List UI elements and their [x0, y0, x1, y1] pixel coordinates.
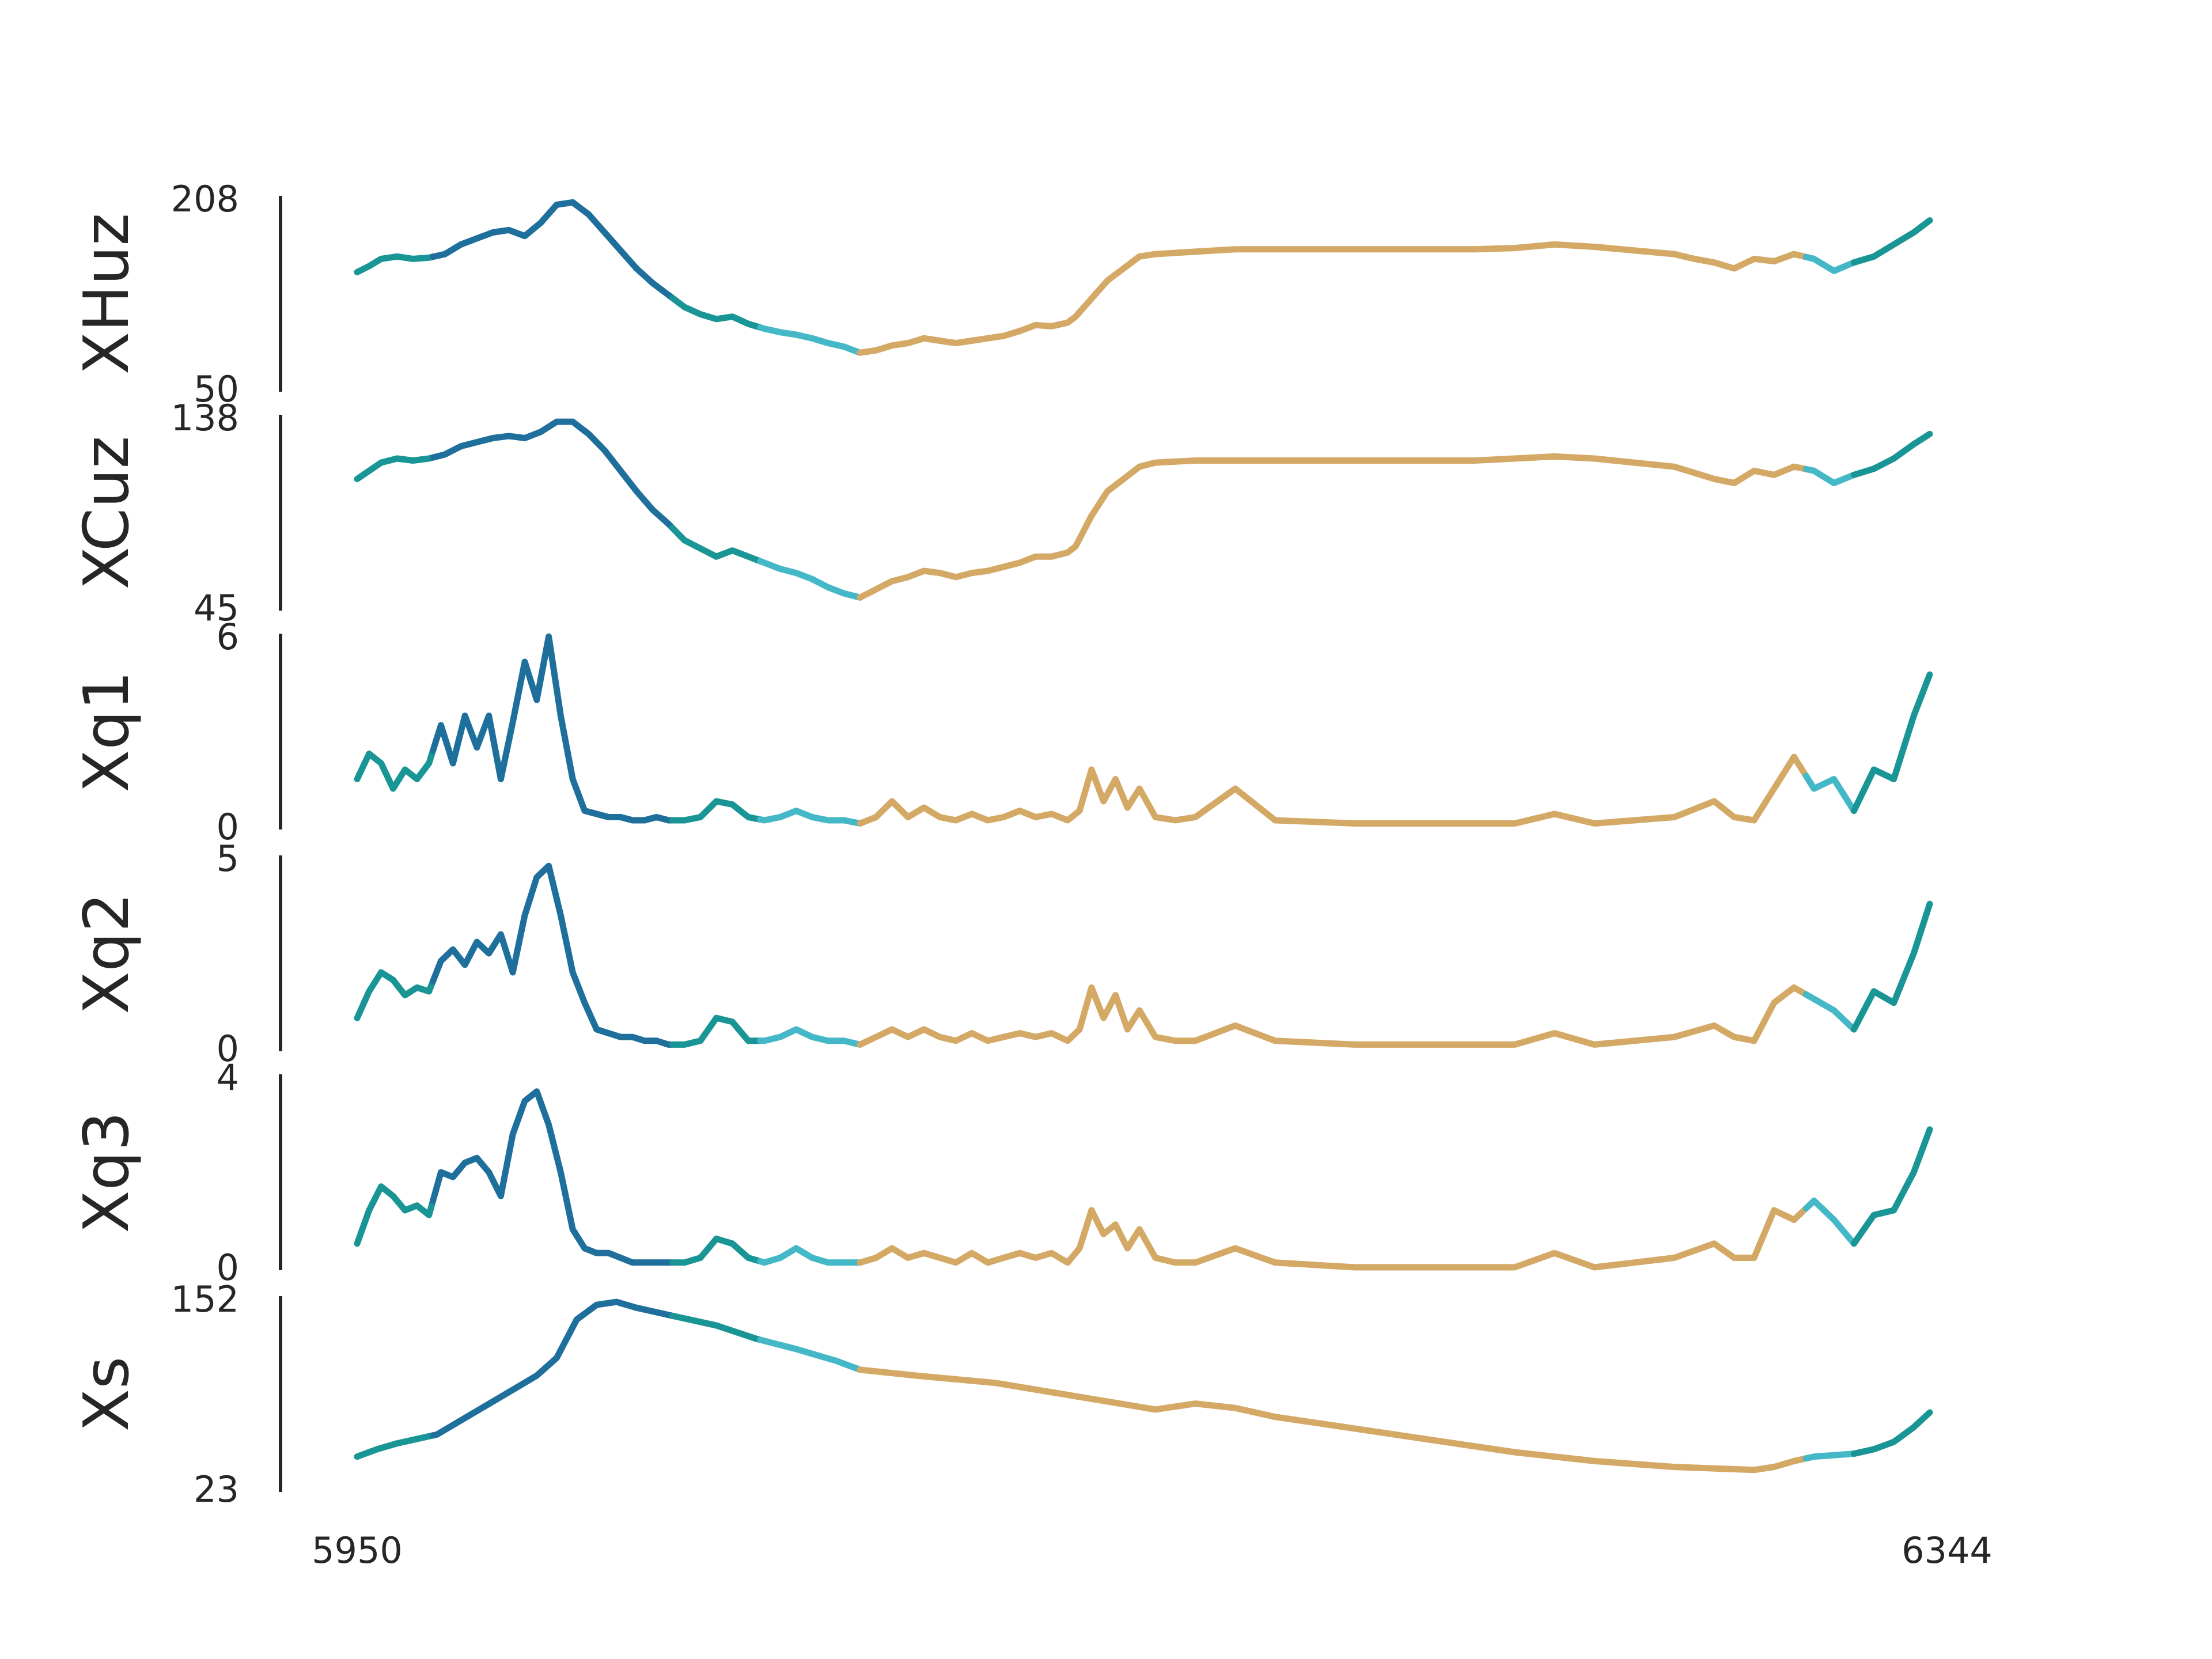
series-line-segment [1802, 1450, 1857, 1462]
series-line-segment [757, 1336, 863, 1373]
series-line-segment [354, 1432, 437, 1460]
y-tick-label-max: 208 [171, 178, 239, 220]
y-axis-label: Xq2 [71, 892, 143, 1014]
series-line-segment [1802, 772, 1857, 814]
series-line-segment [1802, 465, 1857, 486]
series-line-segment [1850, 217, 1933, 266]
series-line-segment [430, 418, 676, 532]
y-tick-label-max: 4 [217, 1056, 239, 1099]
series-line-segment [1850, 1409, 1933, 1457]
y-tick-label-min: 0 [217, 806, 239, 848]
panel-xq3: 4 0 Xq3 [71, 1056, 1933, 1289]
series-line-segment [1802, 991, 1857, 1033]
y-tick-label-max: 6 [217, 616, 239, 658]
y-axis-label: Xs [71, 1357, 143, 1431]
series-line-segment [430, 862, 676, 1048]
y-tick-label-min: 50 [194, 368, 239, 410]
series-line-segment [857, 753, 1809, 827]
panel-xs: 152 23 Xs [71, 1278, 1933, 1510]
series-line-segment [354, 454, 437, 482]
series-line-segment [1802, 253, 1857, 274]
y-tick-label-max: 138 [171, 397, 239, 439]
series-line-segment [1850, 900, 1933, 1033]
series-line-segment [669, 1312, 764, 1343]
x-tick-label-last: 6344 [1902, 1529, 1993, 1571]
y-tick-label-max: 5 [217, 838, 239, 880]
series-line-segment [1850, 430, 1933, 478]
series-line-segment [669, 798, 764, 824]
series-line-segment [669, 1014, 764, 1048]
series-line-segment [757, 324, 863, 356]
series-line-segment [354, 969, 437, 1021]
series-line-segment [857, 453, 1809, 601]
series-line-segment [1802, 1198, 1857, 1247]
y-axis-label: Xq3 [71, 1111, 143, 1233]
series-line-segment [354, 253, 437, 275]
panel-xq1: 6 0 Xq1 [71, 616, 1933, 848]
series-line-segment [354, 747, 437, 792]
series-line-segment [857, 1366, 1809, 1474]
series-line-segment [857, 241, 1809, 356]
series-line-segment [857, 984, 1809, 1048]
series-line-segment [430, 1088, 676, 1266]
y-axis-label: Xq1 [71, 671, 143, 792]
series-line-segment [669, 294, 764, 331]
y-tick-label-min: 0 [217, 1247, 239, 1289]
series-line-segment [430, 199, 676, 301]
series-line-segment [669, 1236, 764, 1266]
series-line-segment [1850, 1126, 1933, 1247]
y-axis-label: XHuz [71, 213, 143, 374]
x-axis: 5950 6344 [312, 1529, 1993, 1571]
series-line-segment [757, 558, 863, 601]
x-tick-label-first: 5950 [312, 1529, 403, 1571]
y-tick-label-max: 152 [171, 1278, 239, 1320]
series-line-segment [430, 633, 676, 824]
y-tick-label-min: 45 [194, 587, 239, 629]
series-line-segment [430, 1298, 676, 1439]
series-line-segment [1850, 671, 1933, 814]
series-line-segment [757, 1245, 863, 1266]
panel-xq2: 5 0 Xq2 [71, 838, 1933, 1070]
y-tick-label-min: 0 [217, 1028, 239, 1070]
series-line-segment [354, 1183, 437, 1247]
y-axis-label: XCuz [71, 436, 143, 590]
series-line-segment [857, 1205, 1809, 1271]
series-line-segment [757, 1026, 863, 1048]
panel-xcuz: 138 45 XCuz [71, 397, 1933, 629]
series-line-segment [669, 525, 764, 565]
y-tick-label-min: 23 [194, 1468, 239, 1510]
panel-xhuz: 208 50 XHuz [71, 178, 1933, 410]
series-line-segment [757, 808, 863, 827]
